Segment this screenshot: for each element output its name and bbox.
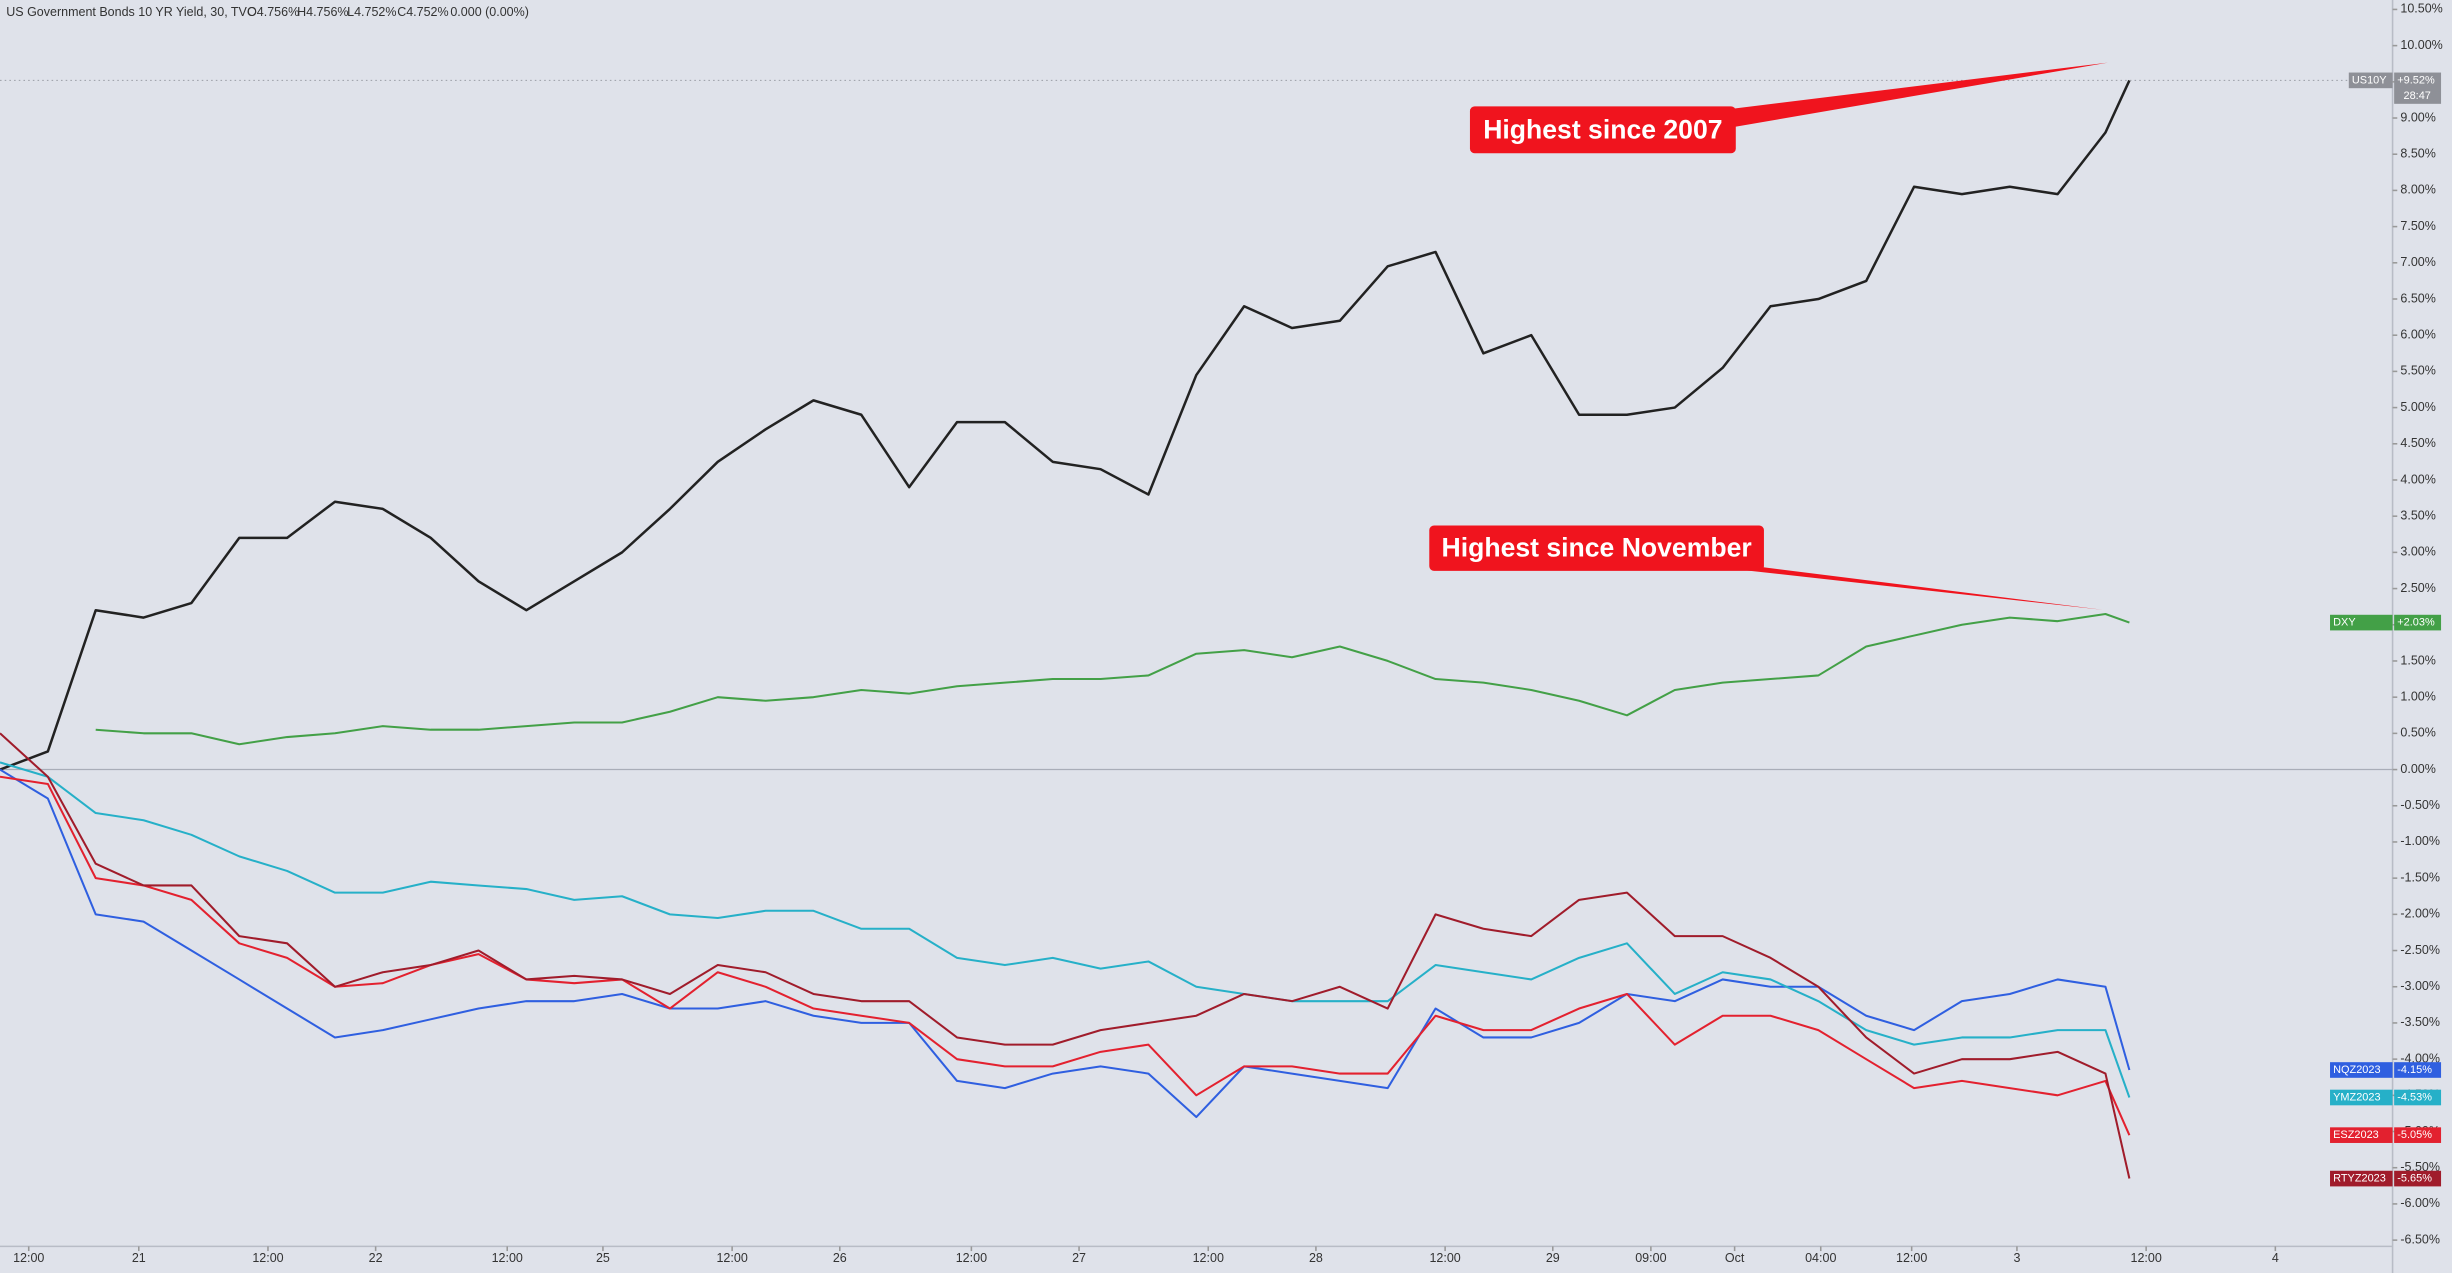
tag-name: US10Y [2352, 74, 2387, 86]
open: O4.756% [247, 5, 299, 19]
y-tick-label: -6.50% [2400, 1232, 2440, 1246]
x-tick-label: Oct [1725, 1251, 1745, 1265]
x-tick-label: 25 [596, 1251, 610, 1265]
y-tick-label: 8.00% [2400, 183, 2435, 197]
tag-name-box [2348, 72, 2393, 89]
y-tick-label: -0.50% [2400, 798, 2440, 812]
x-tick-label: 09:00 [1635, 1251, 1666, 1265]
tag-value-box [2394, 1062, 2442, 1078]
y-tick-label: 9.00% [2400, 110, 2435, 124]
x-tick-label: 27 [1072, 1251, 1086, 1265]
series-line [0, 761, 2131, 1098]
series-line [0, 732, 2131, 1179]
tag-value: +9.52% [2397, 74, 2435, 86]
y-tick-label: 0.00% [2400, 762, 2435, 776]
countdown: 28:47 [2404, 90, 2431, 102]
tag-name: RTYZ2023 [2333, 1172, 2386, 1184]
callout-box [1469, 106, 1736, 154]
tag-value: -4.53% [2397, 1091, 2432, 1103]
y-tick-label: 4.50% [2400, 436, 2435, 450]
y-tick-label: 10.00% [2400, 38, 2442, 52]
series-line [0, 79, 2131, 771]
tag-value-box [2394, 1127, 2442, 1143]
series-line [95, 612, 2130, 746]
tag-name-box [2330, 1127, 2393, 1143]
change: 0.000 (0.00%) [450, 5, 529, 19]
tag-value: +2.03% [2397, 616, 2435, 628]
tag-value-box [2394, 614, 2442, 631]
y-tick-label: 0.50% [2400, 726, 2435, 740]
tag-name: ESZ2023 [2333, 1129, 2379, 1141]
tag-value: -5.05% [2397, 1129, 2432, 1141]
tag-value: -5.65% [2397, 1172, 2432, 1184]
x-tick-label: 4 [2272, 1251, 2279, 1265]
y-tick-label: 1.50% [2400, 653, 2435, 667]
y-tick-label: 8.50% [2400, 147, 2435, 161]
x-tick-label: 12:00 [492, 1251, 523, 1265]
x-tick-label: 3 [2013, 1251, 2020, 1265]
high: H4.756% [297, 5, 348, 19]
y-tick-label: -3.00% [2400, 979, 2440, 993]
x-tick-label: 26 [833, 1251, 847, 1265]
y-tick-label: 1.00% [2400, 689, 2435, 703]
y-tick-label: 2.50% [2400, 581, 2435, 595]
low: L4.752% [347, 5, 396, 19]
tag-name: NQZ2023 [2333, 1064, 2380, 1076]
x-tick-label: 12:00 [1429, 1251, 1460, 1265]
series-line [0, 775, 2131, 1136]
symbol: US Government Bonds 10 YR Yield, 30, TVC [6, 5, 256, 19]
y-tick-label: 7.50% [2400, 219, 2435, 233]
close: C4.752% [397, 5, 448, 19]
tag-name: YMZ2023 [2333, 1091, 2380, 1103]
y-tick-label: -6.00% [2400, 1196, 2440, 1210]
x-tick-label: 28 [1309, 1251, 1323, 1265]
callout-box [1429, 525, 1764, 571]
x-tick-label: 22 [369, 1251, 383, 1265]
tag-value-box [2394, 72, 2442, 104]
y-tick-label: -2.00% [2400, 907, 2440, 921]
tag-value: -4.15% [2397, 1064, 2432, 1076]
series-line [0, 768, 2131, 1119]
y-tick-label: 3.00% [2400, 545, 2435, 559]
x-tick-label: 29 [1546, 1251, 1560, 1265]
y-tick-label: -1.50% [2400, 870, 2440, 884]
x-tick-label: 04:00 [1805, 1251, 1836, 1265]
tag-name: DXY [2333, 616, 2356, 628]
tag-value-box [2394, 1170, 2442, 1187]
x-tick-label: 12:00 [13, 1251, 44, 1265]
annotation: Highest since November [1442, 533, 1752, 563]
x-tick-label: 12:00 [956, 1251, 987, 1265]
tag-value-box [2394, 1089, 2442, 1106]
y-tick-label: 3.50% [2400, 508, 2435, 522]
tag-name-box [2330, 1170, 2393, 1187]
y-tick-label: -1.00% [2400, 834, 2440, 848]
tag-name-box [2330, 1062, 2393, 1078]
y-tick-label: 10.50% [2400, 2, 2442, 16]
callout-pointer [1735, 566, 2104, 610]
tag-name-box [2330, 614, 2393, 631]
y-tick-label: 5.00% [2400, 400, 2435, 414]
y-tick-label: 4.00% [2400, 472, 2435, 486]
x-tick-label: 12:00 [2131, 1251, 2162, 1265]
tag-name-box [2330, 1089, 2393, 1106]
y-tick-label: 6.00% [2400, 327, 2435, 341]
y-tick-label: 7.00% [2400, 255, 2435, 269]
y-tick-label: -5.50% [2400, 1160, 2440, 1174]
x-tick-label: 12:00 [1193, 1251, 1224, 1265]
y-tick-label: 5.50% [2400, 364, 2435, 378]
y-tick-label: -2.50% [2400, 943, 2440, 957]
x-tick-label: 12:00 [716, 1251, 747, 1265]
x-tick-label: 21 [132, 1251, 146, 1265]
header: US Government Bonds 10 YR Yield, 30, TVC… [6, 5, 529, 19]
x-tick-label: 12:00 [1896, 1251, 1927, 1265]
x-tick-label: 12:00 [252, 1251, 283, 1265]
annotation: Highest since 2007 [1483, 114, 1722, 144]
y-tick-label: 6.50% [2400, 291, 2435, 305]
y-tick-label: -4.00% [2400, 1051, 2440, 1065]
y-tick-label: -3.50% [2400, 1015, 2440, 1029]
